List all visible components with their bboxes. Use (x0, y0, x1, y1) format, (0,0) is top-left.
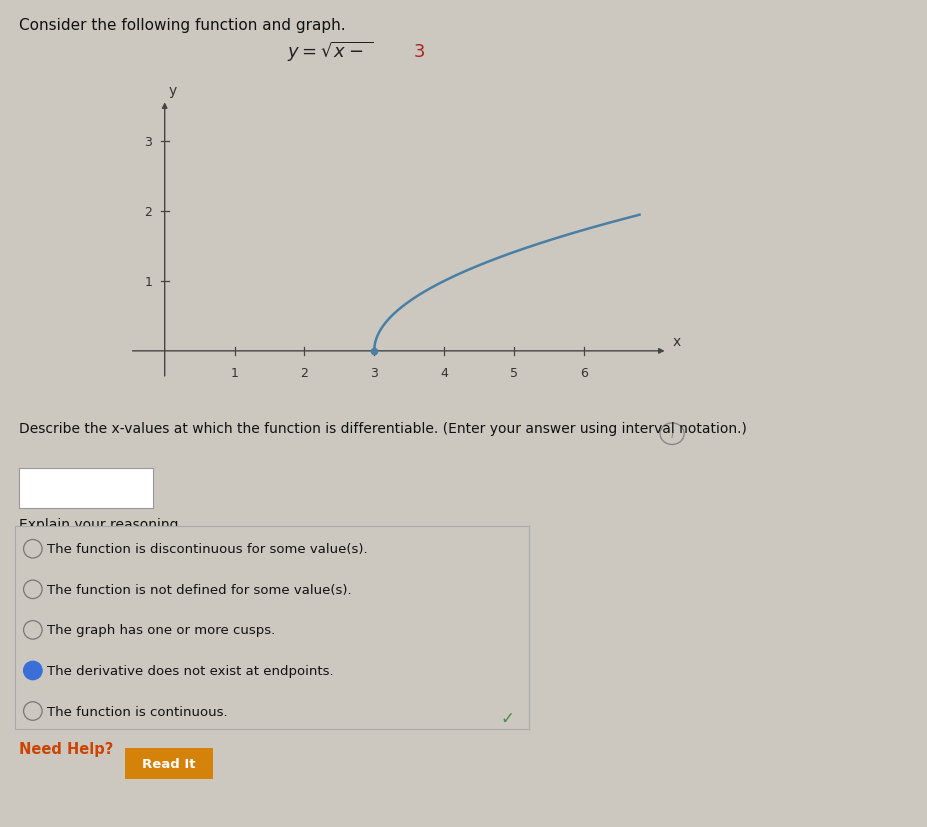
Text: 5: 5 (510, 366, 518, 380)
Text: Explain your reasoning.: Explain your reasoning. (19, 517, 183, 531)
Text: i: i (670, 429, 674, 439)
Text: 4: 4 (440, 366, 448, 380)
Ellipse shape (23, 662, 42, 680)
Text: $y = \sqrt{x-\,}$: $y = \sqrt{x-\,}$ (287, 40, 375, 65)
Text: The graph has one or more cusps.: The graph has one or more cusps. (46, 624, 275, 637)
Text: Consider the following function and graph.: Consider the following function and grap… (19, 18, 345, 33)
Text: 3: 3 (145, 136, 152, 149)
Text: 3: 3 (370, 366, 378, 380)
Text: The function is discontinuous for some value(s).: The function is discontinuous for some v… (46, 543, 367, 556)
Text: 2: 2 (145, 205, 152, 218)
Text: The derivative does not exist at endpoints.: The derivative does not exist at endpoin… (46, 664, 334, 677)
Text: 6: 6 (579, 366, 588, 380)
Text: Describe the x-values at which the function is differentiable. (Enter your answe: Describe the x-values at which the funct… (19, 422, 746, 436)
Text: y: y (168, 84, 176, 98)
Text: ✓: ✓ (500, 710, 514, 727)
Text: 2: 2 (300, 366, 309, 380)
Text: Need Help?: Need Help? (19, 741, 113, 756)
Text: $3$: $3$ (413, 43, 425, 61)
Text: x: x (673, 335, 681, 349)
Text: The function is not defined for some value(s).: The function is not defined for some val… (46, 583, 351, 596)
Text: Read It: Read It (143, 757, 196, 770)
Text: 1: 1 (231, 366, 238, 380)
Text: The function is continuous.: The function is continuous. (46, 705, 227, 718)
Text: 1: 1 (145, 275, 152, 288)
